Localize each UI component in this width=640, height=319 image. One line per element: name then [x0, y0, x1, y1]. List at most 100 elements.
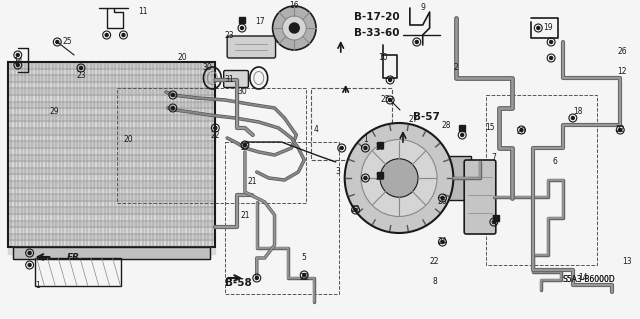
- Text: S5A3-B6000D: S5A3-B6000D: [563, 275, 616, 284]
- Bar: [239, 17, 245, 23]
- Text: 1: 1: [35, 280, 40, 290]
- Circle shape: [214, 127, 217, 130]
- Circle shape: [441, 197, 444, 199]
- Text: 22: 22: [300, 273, 309, 283]
- Text: B-58: B-58: [225, 278, 252, 288]
- Text: 24: 24: [438, 238, 447, 247]
- Text: 4: 4: [314, 125, 319, 135]
- Text: 22: 22: [616, 125, 625, 135]
- Circle shape: [28, 251, 31, 255]
- Bar: [378, 172, 383, 178]
- Bar: [8, 62, 215, 247]
- Text: 13: 13: [622, 257, 632, 266]
- Circle shape: [361, 139, 437, 217]
- Text: 3: 3: [335, 167, 340, 176]
- Text: B-17-20: B-17-20: [353, 12, 399, 22]
- FancyBboxPatch shape: [224, 70, 248, 87]
- Circle shape: [572, 116, 574, 120]
- Text: 7: 7: [492, 153, 496, 162]
- Circle shape: [255, 277, 259, 279]
- Circle shape: [122, 33, 125, 36]
- Circle shape: [380, 159, 418, 197]
- Circle shape: [461, 133, 464, 137]
- Bar: [8, 62, 215, 247]
- Text: 31: 31: [225, 76, 234, 85]
- Circle shape: [28, 263, 31, 266]
- Circle shape: [79, 66, 83, 70]
- Text: 23: 23: [76, 70, 86, 79]
- Text: 8: 8: [432, 278, 437, 286]
- Text: 29: 29: [49, 108, 59, 116]
- Text: 11: 11: [138, 8, 148, 17]
- Circle shape: [56, 41, 59, 43]
- Circle shape: [441, 241, 444, 243]
- Text: S5A3-B6000D: S5A3-B6000D: [563, 275, 616, 284]
- Circle shape: [364, 176, 367, 180]
- Circle shape: [354, 209, 357, 211]
- Text: 16: 16: [289, 1, 299, 10]
- Text: 21: 21: [247, 177, 257, 187]
- Text: B-57: B-57: [413, 112, 440, 122]
- Circle shape: [273, 6, 316, 50]
- Text: 30: 30: [202, 63, 212, 72]
- Text: 2: 2: [454, 63, 459, 72]
- Text: 18: 18: [573, 108, 582, 116]
- Text: B-33-60: B-33-60: [353, 28, 399, 38]
- Bar: [493, 215, 499, 221]
- Circle shape: [303, 273, 306, 277]
- Text: 22: 22: [211, 130, 220, 139]
- Text: 22: 22: [430, 257, 439, 266]
- Circle shape: [16, 54, 19, 56]
- Circle shape: [105, 33, 108, 36]
- Circle shape: [492, 220, 495, 224]
- Text: 26: 26: [618, 48, 627, 56]
- Text: 28: 28: [376, 144, 385, 152]
- Bar: [13, 247, 211, 259]
- Text: 28: 28: [376, 174, 385, 182]
- Text: 15: 15: [485, 123, 495, 132]
- Text: 28: 28: [491, 216, 500, 225]
- Circle shape: [282, 16, 306, 40]
- Text: 28: 28: [442, 121, 451, 130]
- Bar: [460, 125, 465, 131]
- Bar: [426, 156, 470, 200]
- Text: 20: 20: [178, 54, 188, 63]
- Bar: [378, 142, 383, 148]
- Text: 19: 19: [543, 24, 553, 33]
- Circle shape: [619, 129, 621, 131]
- Text: 10: 10: [378, 54, 388, 63]
- Text: 21: 21: [240, 211, 250, 219]
- Circle shape: [550, 41, 552, 43]
- Circle shape: [16, 63, 19, 66]
- Text: 14: 14: [578, 273, 588, 283]
- FancyBboxPatch shape: [227, 36, 276, 58]
- Text: 9: 9: [420, 4, 425, 12]
- Text: 27: 27: [240, 144, 250, 152]
- Text: 5: 5: [302, 254, 307, 263]
- Text: 17: 17: [255, 18, 264, 26]
- Bar: [35, 258, 122, 286]
- Circle shape: [289, 23, 300, 33]
- Circle shape: [550, 56, 552, 60]
- Circle shape: [388, 99, 392, 101]
- Text: 1: 1: [363, 136, 368, 145]
- Text: 22: 22: [351, 205, 360, 214]
- Bar: [225, 142, 339, 294]
- Text: 20: 20: [516, 128, 526, 137]
- Text: 26: 26: [438, 197, 447, 206]
- Circle shape: [537, 26, 540, 29]
- Text: 6: 6: [552, 158, 557, 167]
- Text: 23: 23: [225, 31, 234, 40]
- Circle shape: [415, 41, 419, 43]
- Circle shape: [520, 129, 523, 131]
- Text: 25: 25: [62, 38, 72, 47]
- Text: FR.: FR.: [67, 253, 84, 262]
- FancyBboxPatch shape: [464, 160, 496, 234]
- Circle shape: [345, 123, 453, 233]
- Circle shape: [172, 107, 174, 109]
- Text: 27: 27: [408, 115, 418, 124]
- Circle shape: [243, 144, 246, 146]
- Circle shape: [340, 146, 343, 150]
- Text: 14: 14: [13, 57, 22, 66]
- Bar: [116, 88, 306, 203]
